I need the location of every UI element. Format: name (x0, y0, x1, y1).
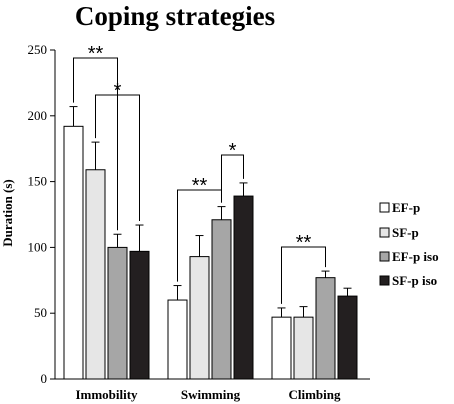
legend-label: EF-p iso (392, 249, 439, 264)
significance-label: ** (296, 232, 312, 254)
bar (85, 169, 106, 380)
bar (211, 219, 232, 380)
y-tick-label: 150 (28, 174, 48, 189)
bar (271, 316, 292, 380)
significance-brackets: ******** (73, 43, 326, 304)
y-tick-label: 200 (28, 108, 48, 123)
bar (233, 195, 254, 380)
y-tick-label: 250 (28, 42, 48, 57)
bar (129, 250, 150, 380)
legend-swatch (379, 251, 390, 262)
legend-label: EF-p (392, 200, 420, 215)
bar (189, 256, 210, 380)
significance-bracket (221, 154, 244, 203)
significance-label: * (114, 80, 122, 102)
bar (167, 299, 188, 380)
bar (107, 246, 128, 380)
legend-label: SF-p (392, 225, 419, 240)
category-label: Immobility (75, 387, 138, 402)
category-label: Swimming (181, 387, 241, 402)
legend-swatch (379, 227, 390, 238)
y-tick-label: 0 (41, 371, 48, 386)
significance-label: ** (88, 43, 104, 65)
legend-swatch (379, 202, 390, 213)
chart-title: Coping strategies (75, 1, 275, 31)
significance-bracket (95, 94, 140, 222)
significance-bracket (281, 246, 326, 304)
error-bars (69, 106, 352, 318)
y-ticks: 0 50 100 150 200 250 (28, 42, 55, 386)
y-axis-label: Duration (s) (0, 179, 15, 247)
category-label: Climbing (288, 387, 341, 402)
legend-label: SF-p iso (392, 273, 437, 288)
bars (63, 125, 358, 380)
y-tick-label: 50 (34, 305, 47, 320)
bar (63, 125, 84, 380)
y-tick-label: 100 (28, 239, 48, 254)
bar (337, 295, 358, 380)
significance-bracket (73, 57, 118, 231)
significance-label: ** (192, 175, 208, 197)
bar (315, 277, 336, 380)
legend-swatch (379, 275, 390, 286)
bar (293, 316, 314, 380)
significance-label: * (229, 140, 237, 162)
legend: EF-p SF-p EF-p iso SF-p iso (379, 200, 439, 288)
category-labels: Immobility Swimming Climbing (75, 387, 341, 402)
